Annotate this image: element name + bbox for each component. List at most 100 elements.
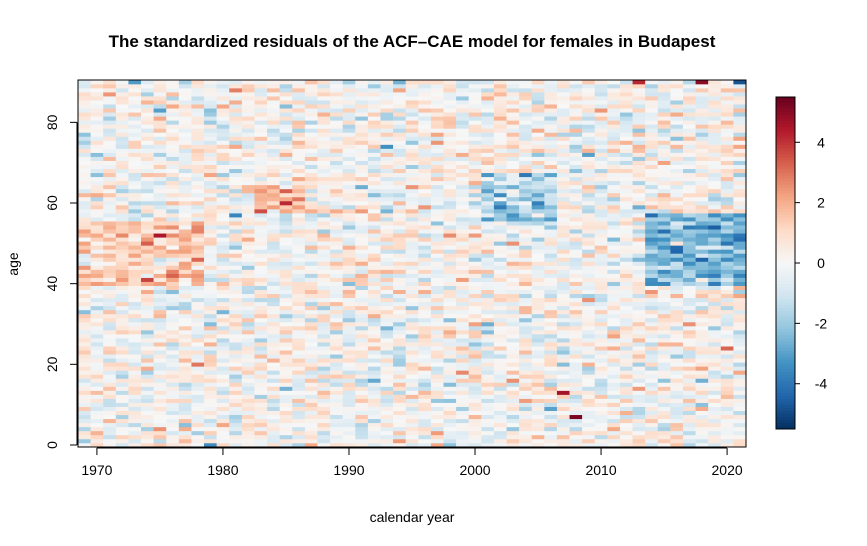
heatmap-cell — [355, 297, 369, 303]
heatmap-cell — [166, 382, 180, 387]
heatmap-cell — [556, 249, 570, 254]
heatmap-cell — [204, 438, 217, 444]
heatmap-cell — [216, 225, 230, 230]
heatmap-cell — [178, 196, 192, 202]
heatmap-cell — [531, 253, 545, 258]
heatmap-cell — [178, 225, 192, 230]
heatmap-cell — [519, 249, 533, 254]
heatmap-cell — [443, 430, 457, 436]
heatmap-cell — [317, 414, 331, 420]
heatmap-cell — [166, 217, 180, 222]
heatmap-cell — [657, 410, 671, 416]
heatmap-cell — [468, 313, 482, 319]
heatmap-cell — [229, 237, 243, 242]
heatmap-cell — [645, 112, 659, 117]
heatmap-cell — [330, 434, 343, 440]
heatmap-cell — [304, 196, 318, 202]
heatmap-cell — [682, 394, 696, 399]
heatmap-cell — [393, 104, 406, 109]
heatmap-cell — [430, 148, 444, 153]
heatmap-cell — [128, 124, 142, 129]
heatmap-cell — [456, 184, 470, 190]
heatmap-cell — [393, 350, 406, 355]
heatmap-cell — [393, 430, 406, 436]
heatmap-cell — [292, 205, 306, 210]
heatmap-cell — [695, 422, 709, 428]
heatmap-cell — [267, 289, 280, 295]
heatmap-cell — [304, 80, 318, 85]
heatmap-cell — [115, 164, 129, 170]
heatmap-cell — [267, 233, 280, 238]
heatmap-cell — [682, 120, 696, 125]
heatmap-cell — [254, 172, 268, 178]
heatmap-cell — [468, 297, 482, 303]
heatmap-cell — [141, 273, 154, 278]
heatmap-cell — [115, 88, 129, 93]
heatmap-cell — [204, 108, 217, 113]
heatmap-cell — [607, 225, 621, 230]
heatmap-cell — [569, 184, 583, 190]
heatmap-cell — [708, 386, 722, 391]
heatmap-cell — [481, 200, 495, 206]
heatmap-cell — [78, 249, 91, 254]
heatmap-cell — [733, 229, 747, 234]
heatmap-cell — [191, 346, 205, 351]
heatmap-cell — [619, 354, 633, 359]
heatmap-cell — [619, 108, 633, 113]
heatmap-cell — [544, 410, 558, 416]
heatmap-cell — [393, 442, 406, 448]
heatmap-cell — [468, 100, 482, 105]
heatmap-cell — [141, 96, 154, 101]
heatmap-cell — [141, 152, 154, 157]
heatmap-cell — [594, 374, 608, 379]
heatmap-cell — [178, 152, 192, 157]
heatmap-cell — [468, 378, 482, 383]
heatmap-cell — [607, 338, 621, 343]
heatmap-cell — [229, 317, 243, 323]
heatmap-cell — [304, 192, 318, 198]
heatmap-cell — [178, 265, 192, 270]
heatmap-cell — [695, 108, 709, 113]
heatmap-cell — [430, 354, 444, 359]
heatmap-cell — [682, 225, 696, 230]
heatmap-cell — [367, 132, 381, 137]
heatmap-cell — [342, 120, 356, 125]
heatmap-cell — [720, 430, 734, 436]
heatmap-cell — [582, 196, 596, 202]
heatmap-cell — [670, 273, 684, 278]
heatmap-cell — [204, 213, 217, 218]
heatmap-cell — [582, 140, 596, 145]
heatmap-cell — [569, 96, 583, 101]
heatmap-cell — [632, 406, 646, 411]
heatmap-cell — [405, 374, 419, 379]
heatmap-cell — [78, 172, 91, 178]
heatmap-cell — [456, 398, 470, 403]
heatmap-cell — [178, 245, 192, 250]
heatmap-cell — [481, 112, 495, 117]
heatmap-cell — [456, 430, 470, 436]
colorbar-segment — [776, 317, 795, 321]
heatmap-cell — [355, 92, 369, 97]
heatmap-cell — [531, 120, 545, 125]
heatmap-cell — [393, 297, 406, 303]
heatmap-cell — [342, 410, 356, 416]
colorbar-segment — [776, 374, 795, 379]
heatmap-cell — [468, 148, 482, 153]
heatmap-cell — [279, 402, 293, 407]
heatmap-cell — [481, 330, 495, 335]
heatmap-cell — [292, 269, 306, 274]
heatmap-cell — [695, 233, 709, 238]
heatmap-cell — [367, 370, 381, 375]
heatmap-cell — [367, 293, 381, 299]
heatmap-cell — [556, 229, 570, 234]
heatmap-cell — [90, 265, 104, 270]
colorbar-segment — [776, 299, 795, 303]
heatmap-cell — [519, 422, 533, 428]
heatmap-cell — [191, 140, 205, 145]
heatmap-cell — [569, 88, 583, 93]
heatmap-cell — [393, 281, 406, 286]
heatmap-cell — [519, 342, 533, 347]
heatmap-cell — [708, 289, 722, 295]
heatmap-cell — [367, 112, 381, 117]
heatmap-cell — [531, 237, 545, 242]
